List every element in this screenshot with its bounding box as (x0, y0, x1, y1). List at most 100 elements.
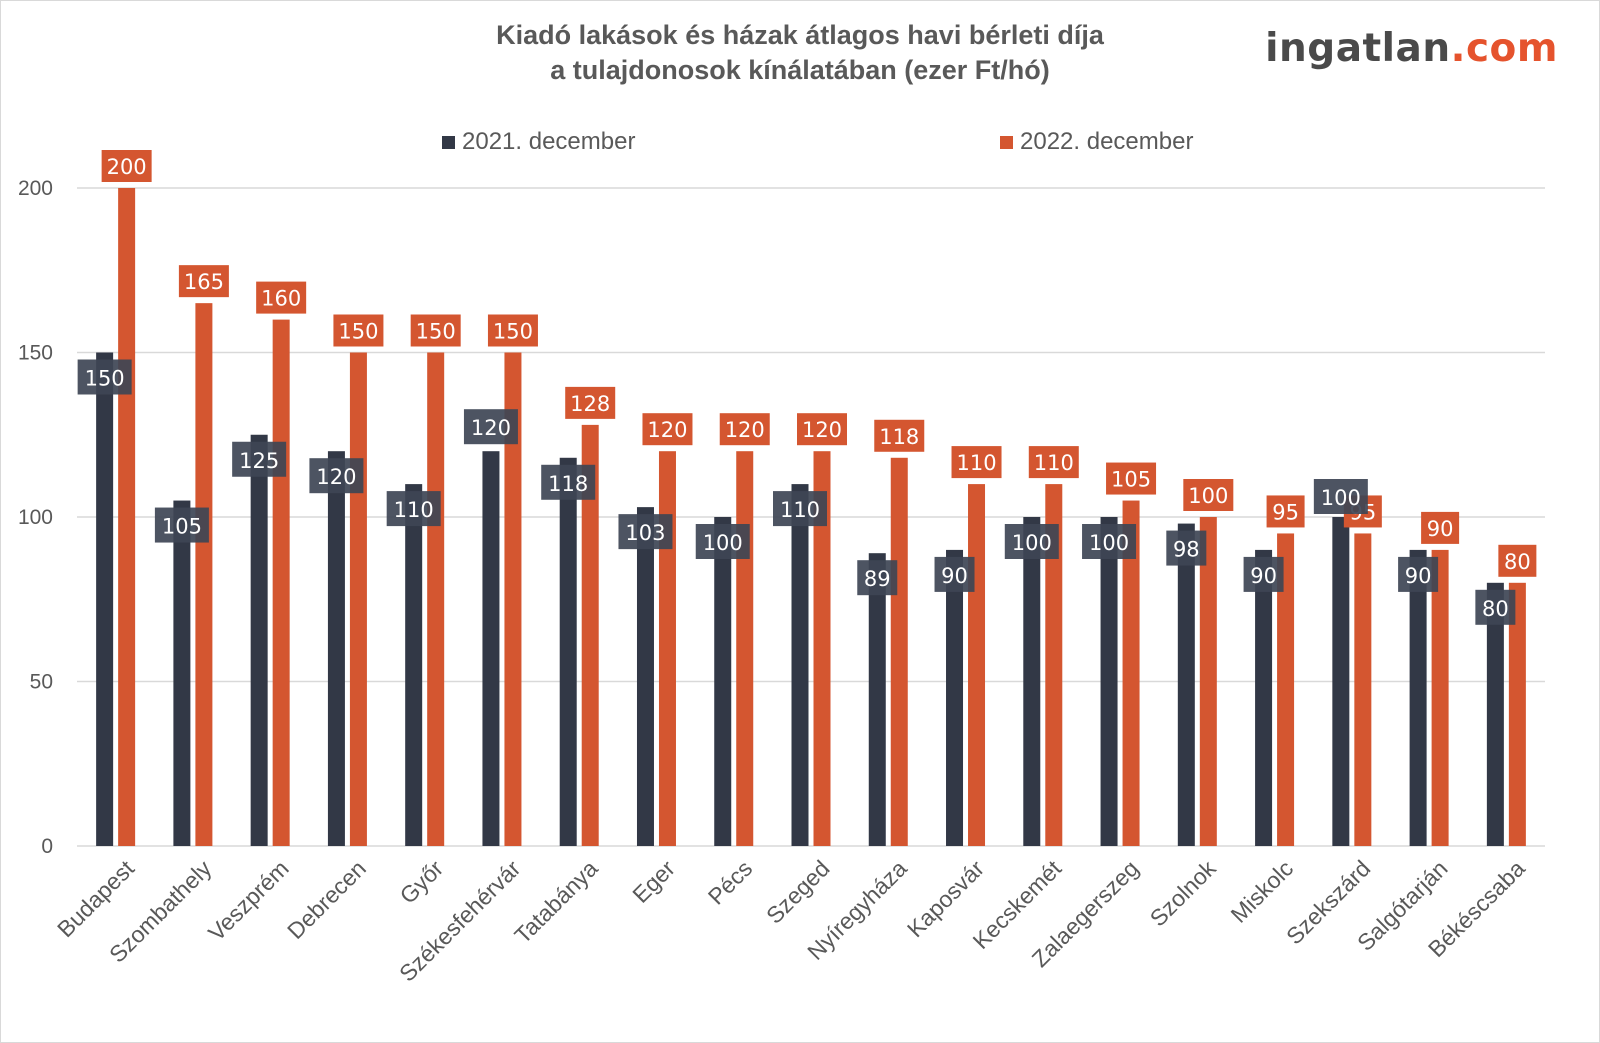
data-label-2021-bg (1398, 556, 1439, 592)
data-label-2021: 100 (1321, 486, 1361, 510)
bar-2021 (791, 484, 809, 846)
data-label-2022: 80 (1504, 550, 1531, 574)
bar-2022 (1277, 533, 1295, 846)
data-label-2022: 160 (261, 287, 301, 311)
data-label-2021-bg (618, 514, 673, 550)
data-label-2021: 90 (1405, 564, 1432, 588)
bar-2022 (1354, 533, 1372, 846)
data-label-2021: 118 (548, 472, 588, 496)
data-label-2021: 90 (1250, 564, 1277, 588)
data-label-2021-bg (77, 359, 132, 395)
category-label: Szolnok (1145, 855, 1222, 932)
category-label: Pécs (703, 855, 758, 910)
category-label: Eger (627, 855, 680, 908)
y-tick-label: 200 (18, 177, 53, 200)
bar-2021 (946, 549, 964, 846)
category-label: Miskolc (1226, 855, 1299, 928)
data-label-2022-bg (565, 386, 616, 419)
data-label-2022: 120 (725, 418, 765, 442)
data-label-2021-bg (541, 464, 596, 500)
data-label-2021: 100 (1012, 531, 1052, 555)
legend-item-2021: 2021. december (442, 128, 635, 156)
data-label-2021: 120 (316, 465, 356, 489)
data-label-2021: 80 (1482, 597, 1509, 621)
legend-swatch-2022 (1000, 135, 1013, 149)
data-label-2022: 90 (1427, 517, 1454, 541)
data-label-2022-bg (101, 150, 152, 182)
data-label-2021-bg (695, 524, 750, 559)
bar-2021 (1177, 523, 1195, 846)
bar-2022 (1508, 582, 1526, 846)
bar-2022 (968, 484, 986, 846)
bar-2021 (96, 352, 114, 846)
bar-2022 (1431, 549, 1449, 846)
data-label-2022: 120 (647, 418, 687, 442)
bar-2021 (1023, 517, 1041, 846)
category-label: Szeged (761, 855, 835, 929)
chart-title-line1: Kiadó lakások és házak átlagos havi bérl… (496, 20, 1104, 50)
data-label-2021-bg (1475, 589, 1516, 625)
bar-2022 (272, 319, 290, 847)
legend-swatch-2021 (442, 135, 455, 149)
data-label-2022-bg (797, 413, 847, 446)
data-label-2021: 110 (394, 498, 434, 522)
bar-2021 (868, 553, 886, 846)
bar-2022 (349, 352, 367, 846)
data-label-2022-bg (487, 314, 538, 347)
data-label-2022: 150 (338, 320, 378, 344)
data-label-2022-bg (1498, 544, 1537, 577)
data-label-2021: 103 (625, 521, 665, 545)
data-label-2021-bg (232, 441, 287, 477)
data-label-2022-bg (719, 413, 770, 446)
chart-title: Kiadó lakások és házak átlagos havi bérl… (380, 18, 1220, 88)
data-label-2022: 150 (416, 320, 456, 344)
data-label-2022-bg (951, 446, 1002, 479)
data-label-2022-bg (874, 419, 925, 452)
bar-2021 (559, 457, 577, 846)
data-label-2021: 98 (1173, 538, 1200, 562)
data-label-2021: 110 (780, 498, 820, 522)
data-label-2022: 105 (1111, 468, 1151, 492)
bar-2022 (890, 457, 908, 846)
bar-2021 (250, 434, 268, 846)
legend-label-2021: 2021. december (462, 128, 636, 155)
data-label-2021: 120 (471, 416, 511, 440)
category-label: Tatabánya (509, 855, 603, 949)
bar-2022 (195, 303, 213, 846)
logo-text-main: ingatlan (1265, 26, 1451, 71)
data-label-2021-bg (386, 491, 441, 527)
data-label-2022: 110 (956, 451, 996, 475)
bar-2022 (427, 352, 445, 846)
y-tick-label: 50 (30, 671, 53, 694)
bar-2021 (714, 517, 732, 846)
data-label-2022-bg (1183, 479, 1234, 511)
y-tick-label: 100 (18, 506, 53, 529)
bar-2022 (118, 188, 136, 846)
data-label-2021: 89 (864, 567, 891, 591)
data-label-2022-bg (1266, 495, 1305, 528)
data-label-2021-bg (1082, 524, 1137, 559)
data-label-2021-bg (773, 491, 827, 527)
bar-2022 (736, 451, 754, 846)
data-label-2022: 200 (107, 155, 147, 179)
bar-2021 (1255, 549, 1273, 846)
data-label-2021-bg (463, 409, 518, 445)
bar-2021 (1486, 582, 1504, 846)
y-tick-label: 0 (41, 835, 53, 858)
data-label-2022-bg (178, 265, 229, 298)
data-label-2022: 165 (184, 270, 224, 294)
bar-2021 (173, 500, 191, 846)
data-label-2021-bg (1243, 556, 1284, 592)
data-label-2022-bg (333, 314, 384, 347)
data-label-2021: 105 (162, 515, 202, 539)
y-tick-label: 150 (18, 342, 53, 365)
data-label-2021-bg (1166, 530, 1207, 566)
data-label-2022-bg (256, 281, 307, 314)
data-label-2021-bg (934, 556, 975, 592)
data-label-2021-bg (1313, 479, 1368, 514)
data-label-2022-bg (1421, 511, 1460, 544)
logo-text-domain: .com (1450, 26, 1558, 71)
data-label-2022: 110 (1034, 451, 1074, 475)
data-label-2022-bg (410, 314, 461, 347)
bar-2021 (405, 484, 423, 846)
